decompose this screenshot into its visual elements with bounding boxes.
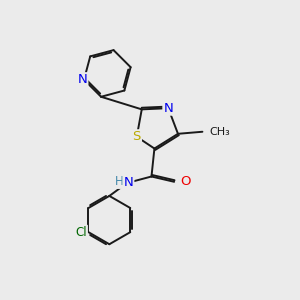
Text: N: N (124, 176, 134, 190)
Text: H: H (115, 175, 124, 188)
Text: N: N (164, 102, 173, 115)
Text: S: S (133, 130, 141, 143)
Text: N: N (78, 73, 87, 86)
Text: O: O (180, 175, 190, 188)
Text: CH₃: CH₃ (209, 127, 230, 137)
Text: Cl: Cl (75, 226, 87, 239)
